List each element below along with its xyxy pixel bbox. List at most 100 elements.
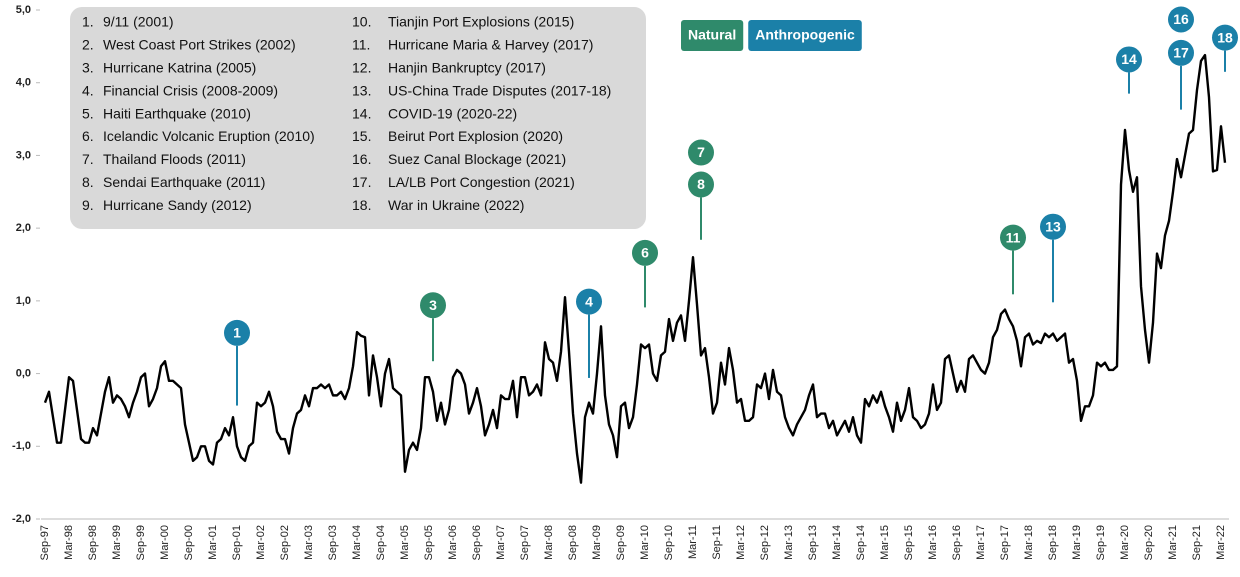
annotation-marker [1116, 46, 1142, 73]
x-tick-label: Mar-05 [399, 525, 411, 560]
annotation-label: 8 [697, 176, 705, 192]
x-tick-label: Sep-20 [1143, 525, 1155, 560]
x-tick-label: Mar-00 [159, 525, 171, 560]
event-name: Haiti Earthquake (2010) [103, 105, 251, 121]
annotation-marker [576, 288, 602, 315]
x-tick-label: Mar-14 [831, 525, 843, 560]
x-tick-label: Sep-07 [519, 525, 531, 560]
event-number: 15. [352, 128, 371, 144]
x-tick-label: Sep-05 [423, 525, 435, 560]
annotation-label: 11 [1006, 229, 1021, 245]
event-number: 8. [82, 174, 94, 190]
annotation-marker [688, 139, 714, 166]
x-tick-label: Sep-19 [1095, 525, 1107, 560]
x-tick-label: Mar-12 [735, 525, 747, 560]
annotation-label: 18 [1217, 29, 1233, 45]
legend-item: Natural [681, 20, 744, 51]
annotation-label: 3 [429, 297, 437, 313]
event-number: 18. [352, 197, 371, 213]
annotation-marker [632, 239, 658, 266]
x-tick-label: Mar-17 [975, 525, 987, 560]
x-tick-label: Mar-18 [1023, 525, 1035, 560]
y-tick-label: 0,0 [16, 367, 31, 379]
event-name: Beirut Port Explosion (2020) [388, 128, 563, 144]
event-number: 5. [82, 105, 94, 121]
x-tick-label: Sep-12 [759, 525, 771, 560]
event-number: 9. [82, 197, 94, 213]
x-tick-label: Sep-03 [327, 525, 339, 560]
annotation-label: 13 [1045, 218, 1061, 234]
legend-label: Anthropogenic [755, 27, 855, 43]
x-tick-label: Mar-20 [1119, 525, 1131, 560]
event-name: 9/11 (2001) [103, 14, 174, 30]
x-tick-label: Mar-07 [495, 525, 507, 560]
annotation-label: 7 [697, 144, 705, 160]
event-name: Financial Crisis (2008-2009) [103, 82, 278, 98]
event-name: Hurricane Katrina (2005) [103, 60, 256, 76]
event-name: LA/LB Port Congestion (2021) [388, 174, 575, 190]
event-name: Icelandic Volcanic Eruption (2010) [103, 128, 315, 144]
x-tick-label: Sep-01 [231, 525, 243, 560]
annotation-label: 6 [641, 245, 649, 261]
x-tick-label: Sep-18 [1047, 525, 1059, 560]
event-number: 17. [352, 174, 371, 190]
event-name: US-China Trade Disputes (2017-18) [388, 82, 611, 98]
x-tick-label: Sep-13 [807, 525, 819, 560]
event-name: Tianjin Port Explosions (2015) [388, 14, 574, 30]
event-number: 10. [352, 14, 371, 30]
y-tick-label: 5,0 [16, 4, 31, 16]
x-tick-label: Mar-04 [351, 525, 363, 560]
events-box [70, 7, 646, 229]
y-tick-label: 3,0 [16, 149, 31, 161]
event-name: Hurricane Sandy (2012) [103, 197, 252, 213]
annotation-marker [1040, 213, 1066, 240]
x-tick-label: Mar-03 [303, 525, 315, 560]
x-tick-label: Sep-04 [375, 525, 387, 560]
x-tick-label: Mar-06 [447, 525, 459, 560]
annotation-marker [224, 319, 250, 346]
y-tick-label: -1,0 [12, 440, 31, 452]
x-tick-label: Mar-08 [543, 525, 555, 560]
x-tick-label: Sep-21 [1191, 525, 1203, 560]
event-number: 14. [352, 105, 371, 121]
event-number: 12. [352, 60, 371, 76]
event-number: 11. [352, 37, 370, 53]
x-tick-label: Mar-02 [255, 525, 267, 560]
annotation-label: 4 [585, 293, 593, 309]
x-tick-label: Mar-13 [783, 525, 795, 560]
x-tick-label: Sep-00 [183, 525, 195, 560]
y-tick-label: 1,0 [16, 295, 31, 307]
event-name: COVID-19 (2020-22) [388, 105, 517, 121]
event-number: 4. [82, 82, 94, 98]
event-number: 2. [82, 37, 94, 53]
annotation-label: 1 [233, 325, 241, 341]
event-name: Thailand Floods (2011) [103, 151, 246, 167]
annotation-marker [1000, 224, 1026, 251]
x-tick-label: Sep-11 [711, 525, 723, 560]
x-tick-label: Mar-19 [1071, 525, 1083, 560]
annotation-marker [1212, 24, 1238, 51]
event-name: Sendai Earthquake (2011) [103, 174, 265, 190]
x-tick-label: Sep-14 [855, 525, 867, 560]
x-tick-label: Mar-09 [591, 525, 603, 560]
y-tick-label: 2,0 [16, 222, 31, 234]
legend-label: Natural [688, 27, 736, 43]
x-tick-label: Sep-17 [999, 525, 1011, 560]
event-number: 1. [82, 14, 94, 30]
x-tick-label: Mar-16 [927, 525, 939, 560]
x-tick-label: Sep-08 [567, 525, 579, 560]
x-tick-label: Sep-15 [903, 525, 915, 560]
event-number: 6. [82, 128, 94, 144]
x-tick-label: Mar-15 [879, 525, 891, 560]
event-name: West Coast Port Strikes (2002) [103, 37, 296, 53]
annotation-marker [1168, 6, 1194, 33]
x-tick-label: Mar-11 [687, 525, 699, 559]
annotation-label: 16 [1173, 11, 1189, 27]
x-tick-label: Mar-22 [1215, 525, 1227, 560]
x-tick-label: Sep-06 [471, 525, 483, 560]
annotation-marker [420, 292, 446, 319]
event-number: 13. [352, 82, 371, 98]
event-number: 3. [82, 60, 94, 76]
x-tick-label: Mar-99 [111, 525, 123, 560]
